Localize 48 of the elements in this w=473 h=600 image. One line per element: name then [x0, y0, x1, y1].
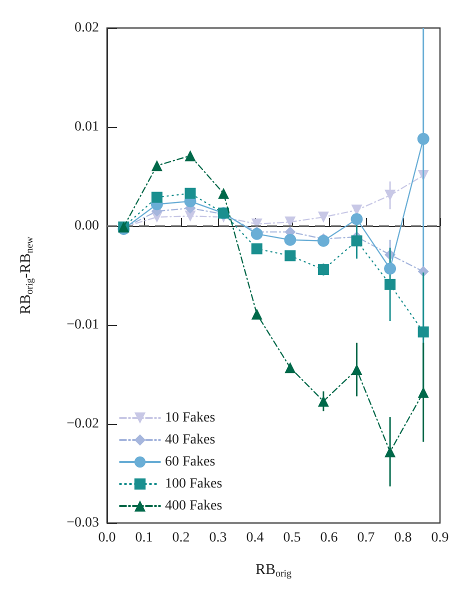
- y-axis-title: RBorig-RBnew: [18, 236, 36, 314]
- point: [184, 150, 196, 162]
- y-tick-label: 0.01: [74, 120, 99, 134]
- point: [418, 386, 429, 398]
- x-tick-label: 0.3: [209, 530, 227, 546]
- legend-label: 100 Fakes: [165, 476, 222, 492]
- point: [384, 190, 396, 201]
- x-tick-label: 0.8: [394, 530, 412, 546]
- y-tick-label: −0.01: [66, 318, 99, 332]
- point: [318, 264, 329, 276]
- point: [384, 262, 396, 275]
- point: [251, 243, 262, 254]
- x-tick-label: 0.7: [357, 530, 375, 546]
- point: [417, 132, 430, 145]
- point: [151, 192, 162, 203]
- point: [318, 396, 329, 407]
- point: [218, 188, 230, 199]
- point: [351, 235, 362, 246]
- legend-label: 10 Fakes: [165, 410, 216, 426]
- x-tick-label: 0.0: [98, 530, 116, 546]
- x-tick-label: 0.4: [246, 530, 264, 546]
- point: [184, 188, 196, 199]
- point: [284, 250, 296, 262]
- point: [317, 234, 330, 247]
- point: [284, 234, 296, 246]
- legend-label: 60 Fakes: [165, 454, 216, 470]
- y-tick-label: 0.02: [74, 20, 99, 36]
- point: [250, 228, 263, 240]
- y-tick-label: 0.00: [74, 218, 99, 234]
- x-tick-label: 0.5: [283, 530, 301, 546]
- point: [418, 326, 429, 338]
- legend-label: 400 Fakes: [165, 498, 222, 514]
- x-tick-label: 0.9: [431, 530, 449, 546]
- point: [318, 212, 329, 223]
- y-tick-label: −0.02: [66, 416, 99, 432]
- point: [251, 308, 262, 320]
- point: [284, 216, 296, 228]
- point: [284, 362, 296, 374]
- x-tick-label: 0.1: [135, 530, 153, 546]
- point: [384, 278, 396, 290]
- point: [151, 160, 162, 172]
- x-tick-label: 0.2: [172, 530, 190, 546]
- y-tick-label: −0.03: [66, 516, 99, 530]
- legend-label: 40 Fakes: [165, 432, 216, 448]
- point: [384, 446, 396, 458]
- point: [351, 364, 362, 376]
- point: [350, 213, 363, 226]
- x-tick-label: 0.6: [320, 530, 338, 546]
